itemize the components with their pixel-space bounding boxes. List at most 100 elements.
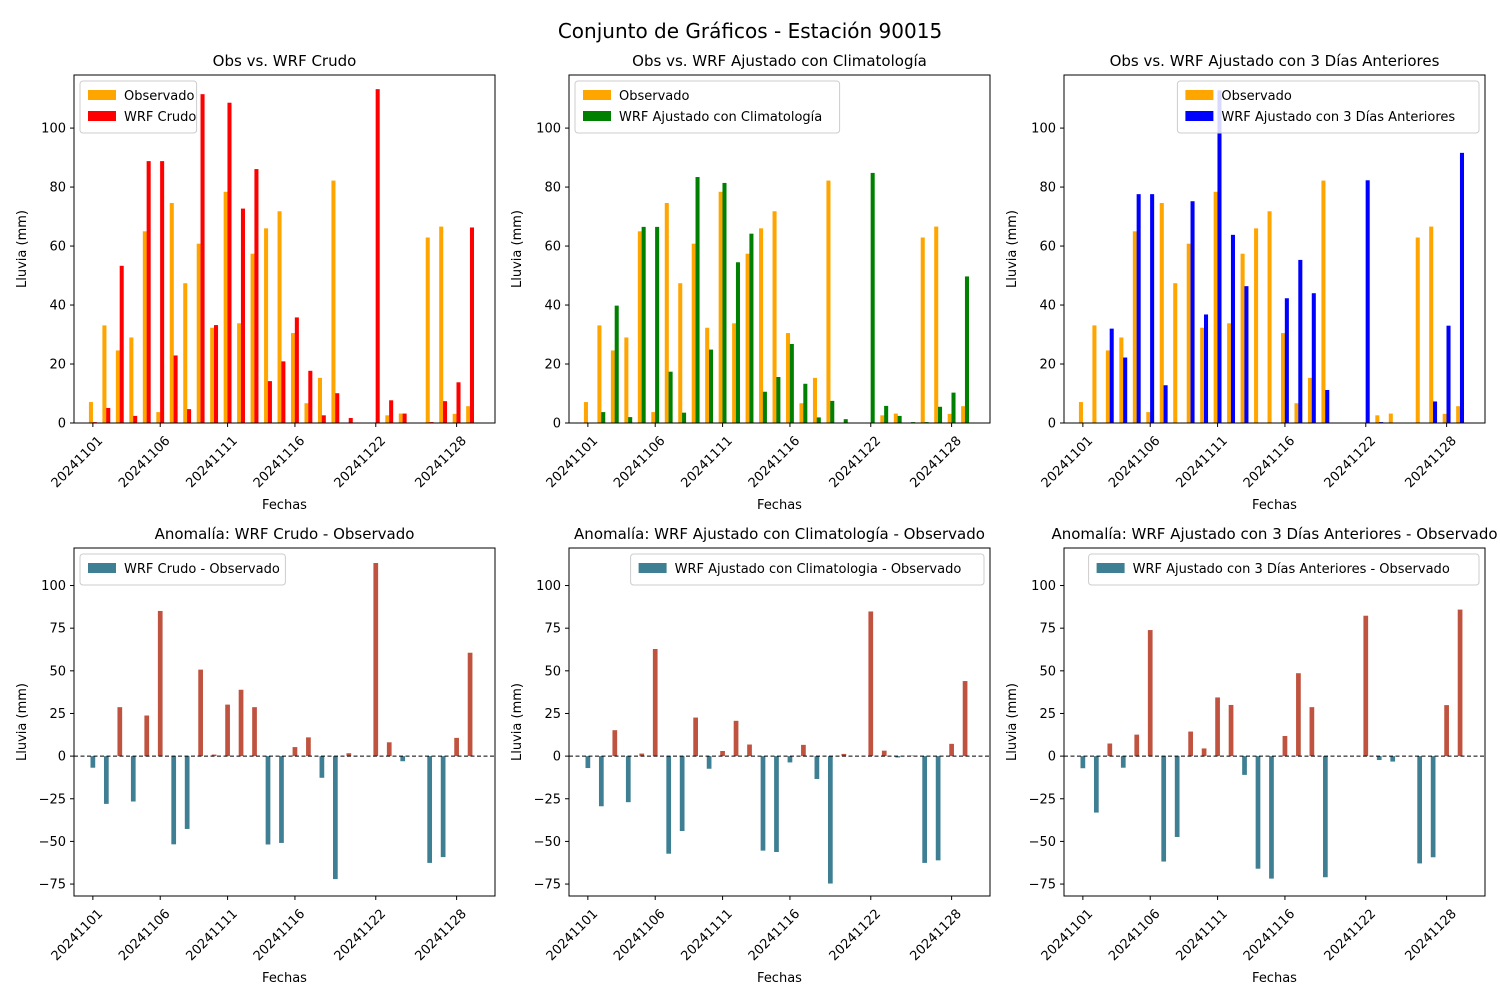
bar (119, 265, 124, 423)
y-tick-label: 75 (544, 622, 561, 637)
x-tick-label: 20241116 (746, 907, 803, 964)
bar (238, 689, 244, 757)
chart-title: Anomalía: WRF Ajustado con 3 Días Anteri… (1051, 525, 1497, 543)
bar (1107, 743, 1113, 757)
legend-box (1176, 80, 1480, 134)
bar (628, 417, 633, 423)
bar (292, 747, 298, 757)
bar (1105, 350, 1110, 423)
bar (1120, 756, 1126, 768)
bar (1174, 756, 1180, 837)
bar (400, 756, 406, 762)
bar (133, 415, 138, 423)
bar (1203, 314, 1209, 423)
x-axis-label: Fechas (262, 498, 307, 513)
bar (331, 180, 336, 423)
bar (868, 611, 874, 757)
bar (735, 262, 740, 423)
bar (1227, 323, 1232, 423)
bar (375, 89, 380, 423)
x-tick-label: 20241116 (251, 907, 308, 964)
bar (799, 403, 804, 423)
bar (893, 413, 898, 423)
chart-title: Obs vs. WRF Ajustado con Climatología (632, 52, 927, 70)
bar (160, 161, 165, 424)
bar (733, 720, 739, 757)
plot-frame (73, 547, 496, 897)
bar (144, 715, 150, 757)
bar (142, 231, 147, 423)
legend-box (630, 553, 985, 586)
bar (1459, 152, 1465, 424)
bar (691, 243, 696, 423)
bar (1092, 325, 1097, 423)
bar (1365, 180, 1370, 423)
bar (1429, 226, 1434, 423)
x-tick-label: 20241122 (332, 907, 389, 964)
bar (1444, 705, 1449, 757)
y-tick-label: −50 (39, 835, 66, 850)
bar (706, 756, 712, 769)
bar (612, 730, 618, 757)
bar (881, 750, 887, 757)
bar (281, 361, 286, 423)
bar (947, 413, 952, 423)
bar (1388, 413, 1393, 423)
y-tick-label: 100 (1031, 122, 1056, 137)
legend-swatch (638, 563, 667, 573)
bar (884, 405, 889, 423)
bar (814, 756, 820, 779)
y-tick-label: 50 (1039, 664, 1056, 679)
bar (641, 226, 646, 423)
y-tick-label: −25 (1029, 792, 1056, 807)
y-tick-label: 80 (1039, 181, 1056, 196)
bar (443, 401, 448, 423)
bar (452, 413, 457, 423)
chart-panel: Anomalía: WRF Ajustado con Climatología … (510, 525, 991, 986)
y-tick-label: −25 (534, 792, 561, 807)
figure-title: Conjunto de Gráficos - Estación 90015 (558, 19, 942, 43)
bar (240, 208, 245, 423)
chart-title: Anomalía: WRF Crudo - Observado (155, 525, 415, 543)
bar (1296, 673, 1301, 757)
bar (88, 402, 93, 423)
y-tick-label: 60 (1039, 240, 1056, 255)
y-tick-label: 40 (1039, 299, 1056, 314)
bar (597, 325, 602, 423)
bar (897, 415, 902, 423)
bar (386, 742, 392, 757)
bar (1215, 697, 1220, 757)
x-tick-label: 20241128 (1402, 907, 1459, 964)
y-tick-label: 50 (544, 664, 561, 679)
bar (439, 226, 444, 423)
bar (1228, 704, 1234, 757)
legend: WRF Crudo - Observado (79, 553, 286, 586)
plot-frame (1063, 74, 1486, 424)
x-tick-label: 20241128 (412, 434, 469, 491)
legend: WRF Ajustado con 3 Días Anteriores - Obs… (1088, 553, 1480, 586)
y-tick-label: −50 (1029, 835, 1056, 850)
x-tick-label: 20241101 (49, 907, 106, 964)
bar (826, 180, 831, 423)
bar (624, 337, 629, 423)
bar (1161, 756, 1167, 862)
bar (213, 325, 219, 423)
bar (1269, 756, 1274, 879)
bar (908, 755, 914, 757)
bar (880, 415, 885, 423)
bar (317, 377, 322, 423)
bar (1363, 615, 1369, 757)
x-tick-label: 20241111 (183, 907, 240, 964)
bar (106, 407, 111, 423)
plot-frame (73, 74, 496, 424)
bar (277, 211, 282, 423)
legend: Observado WRF Crudo (79, 80, 198, 134)
bar (1123, 357, 1128, 423)
bar (200, 94, 205, 423)
x-tick-label: 20241111 (1173, 907, 1230, 964)
bar (102, 325, 107, 423)
bar (583, 402, 588, 423)
bar (1132, 231, 1137, 423)
bar (827, 756, 833, 884)
